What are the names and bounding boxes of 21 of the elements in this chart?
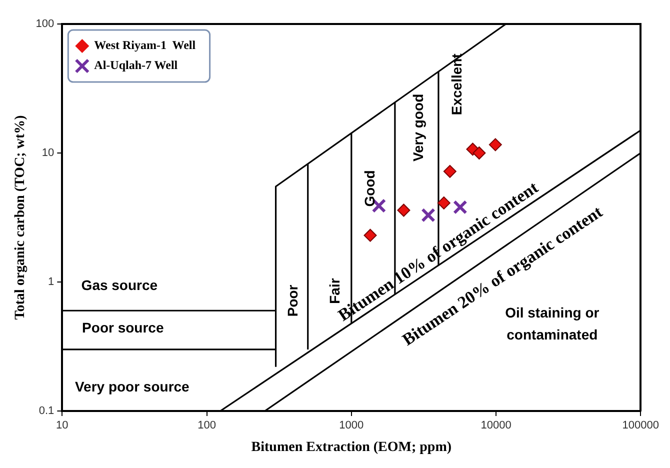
annotation: Good — [361, 170, 378, 207]
y-tick-label: 10 — [42, 147, 54, 160]
y-tick-label: 1 — [48, 276, 54, 288]
y-axis-title: Total organic carbon (TOC; wt%) — [13, 114, 28, 320]
x-tick-label: 10 — [56, 420, 68, 432]
annotation: Gas source — [81, 277, 158, 294]
annotation: Excellent — [448, 53, 465, 116]
x-tick-label: 100 — [198, 420, 216, 432]
x-tick-label: 100000 — [622, 420, 660, 432]
y-tick-label: 0.1 — [38, 405, 54, 418]
legend-label: West Riyam-1 Well — [94, 38, 196, 52]
legend-label: Al-Uqlah-7 Well — [94, 58, 178, 72]
y-tick-label: 100 — [36, 18, 54, 30]
annotation: Poor — [284, 284, 300, 317]
annotation: Very poor source — [74, 378, 190, 395]
annotation: Very good — [410, 94, 426, 162]
x-tick-label: 10000 — [480, 420, 512, 432]
annotation: Oil staining or contaminated — [505, 304, 600, 343]
annotation: Poor source — [82, 319, 164, 336]
x-axis-title: Bitumen Extraction (EOM; ppm) — [251, 440, 452, 456]
x-tick-label: 1000 — [339, 420, 364, 432]
